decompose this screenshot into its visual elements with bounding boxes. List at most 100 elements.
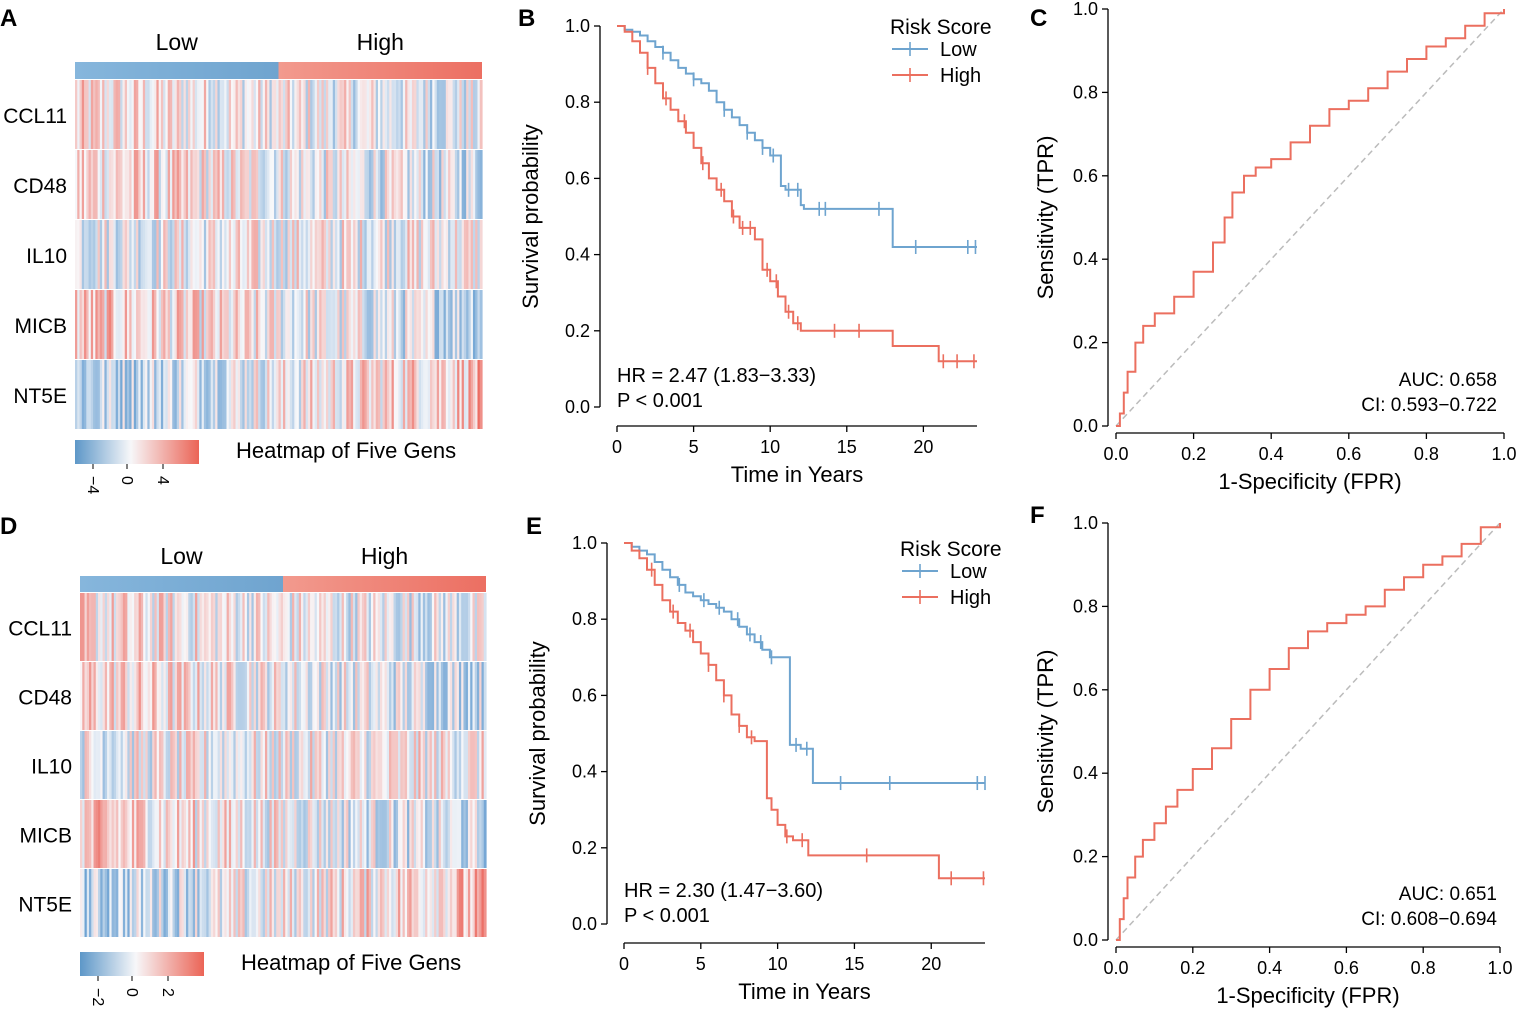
heatmap-cell bbox=[314, 290, 318, 359]
heatmap-cell bbox=[246, 220, 250, 289]
heatmap-cell bbox=[82, 593, 86, 661]
heatmap-cell bbox=[226, 150, 230, 219]
heatmap-cell bbox=[170, 869, 174, 937]
heatmap-cell bbox=[217, 662, 221, 730]
heatmap-cell bbox=[212, 150, 216, 219]
heatmap-cell bbox=[332, 731, 336, 799]
heatmap-cell bbox=[429, 150, 433, 219]
heatmap-cell bbox=[337, 731, 340, 799]
heatmap-cell bbox=[328, 150, 332, 219]
heatmap-cell bbox=[440, 593, 444, 661]
heatmap-cell bbox=[292, 80, 295, 149]
heatmap-cell bbox=[231, 731, 234, 799]
heatmap-cell bbox=[373, 220, 377, 289]
heatmap-cell bbox=[434, 220, 438, 289]
heatmap-cell bbox=[434, 290, 438, 359]
heatmap-cell bbox=[475, 80, 479, 149]
legend-label-high: High bbox=[940, 65, 981, 87]
heatmap-cell bbox=[481, 800, 485, 868]
heatmap-cell bbox=[404, 731, 408, 799]
heatmap-cell bbox=[169, 220, 173, 289]
heatmap-cell bbox=[452, 220, 456, 289]
heatmap-cell bbox=[307, 150, 311, 219]
heatmap-cell bbox=[84, 731, 88, 799]
heatmap-cell bbox=[120, 731, 124, 799]
heatmap-cell bbox=[348, 869, 352, 937]
heatmap-cell bbox=[321, 662, 325, 730]
heatmap-cell bbox=[434, 360, 438, 429]
heatmap-cell bbox=[147, 800, 151, 868]
heatmap-cell bbox=[156, 800, 160, 868]
heatmap-cell bbox=[319, 800, 322, 868]
heatmap-cell bbox=[206, 869, 210, 937]
heatmap-cell bbox=[172, 80, 176, 149]
heatmap-cell bbox=[160, 360, 164, 429]
heatmap-cell bbox=[440, 731, 444, 799]
heatmap-cell bbox=[359, 593, 363, 661]
heatmap-cell bbox=[380, 360, 384, 429]
heatmap-cell bbox=[86, 220, 90, 289]
heatmap-cell bbox=[467, 731, 471, 799]
heatmap-cell bbox=[104, 80, 108, 149]
heatmap-cell bbox=[344, 220, 347, 289]
heatmap-cell bbox=[255, 360, 259, 429]
heatmap-cell bbox=[176, 80, 180, 149]
heatmap-cell bbox=[253, 869, 257, 937]
heatmap-cell bbox=[346, 360, 350, 429]
heatmap-cell bbox=[346, 731, 350, 799]
heatmap-cell bbox=[314, 731, 318, 799]
heatmap-cell bbox=[400, 662, 404, 730]
heatmap-cell bbox=[147, 593, 151, 661]
heatmap-cell bbox=[235, 150, 239, 219]
heatmap-cell bbox=[398, 290, 402, 359]
heatmap-cell bbox=[194, 150, 198, 219]
heatmap-cell bbox=[359, 220, 363, 289]
heatmap-cell bbox=[192, 80, 196, 149]
heatmap-cell bbox=[289, 869, 293, 937]
heatmap-cell bbox=[393, 593, 397, 661]
heatmap-cell bbox=[364, 150, 368, 219]
heatmap-cell bbox=[167, 290, 171, 359]
heatmap-cell bbox=[409, 150, 413, 219]
heatmap-cell bbox=[436, 220, 440, 289]
heatmap-cell bbox=[393, 869, 397, 937]
heatmap-cell bbox=[183, 220, 187, 289]
heatmap-cell bbox=[332, 360, 336, 429]
heatmap-cell bbox=[199, 150, 203, 219]
heatmap-cell bbox=[194, 360, 198, 429]
heatmap-cell bbox=[235, 290, 239, 359]
heatmap-cell bbox=[323, 290, 327, 359]
heatmap-cell bbox=[436, 800, 440, 868]
heatmap-cell bbox=[366, 290, 370, 359]
heatmap-cell bbox=[264, 731, 268, 799]
heatmap-cell bbox=[379, 731, 383, 799]
heatmap-cell bbox=[375, 662, 379, 730]
heatmap-color-legend bbox=[75, 440, 199, 464]
heatmap-cell bbox=[402, 731, 406, 799]
heatmap-cell bbox=[350, 360, 354, 429]
heatmap-cell bbox=[328, 800, 331, 868]
heatmap-cell bbox=[192, 869, 196, 937]
heatmap-cell bbox=[335, 150, 338, 219]
heatmap-cell bbox=[179, 869, 183, 937]
heatmap-cell bbox=[285, 593, 289, 661]
heatmap-cell bbox=[362, 360, 366, 429]
heatmap-cell bbox=[235, 593, 239, 661]
heatmap-cell bbox=[228, 731, 232, 799]
heatmap-cell bbox=[448, 80, 451, 149]
heatmap-cell bbox=[420, 593, 424, 661]
x-tick-label: 0.8 bbox=[1411, 958, 1436, 978]
heatmap-cell bbox=[409, 869, 413, 937]
heatmap-cell bbox=[262, 869, 266, 937]
heatmap-cell bbox=[197, 662, 201, 730]
heatmap-cell bbox=[219, 80, 223, 149]
heatmap-cell bbox=[86, 800, 90, 868]
heatmap-cell bbox=[409, 593, 413, 661]
heatmap-cell bbox=[231, 800, 234, 868]
heatmap-cell bbox=[122, 593, 126, 661]
heatmap-cell bbox=[115, 150, 119, 219]
x-tick-label: 0 bbox=[612, 437, 622, 457]
heatmap-cell bbox=[353, 290, 356, 359]
heatmap-cell bbox=[341, 150, 345, 219]
heatmap-cell bbox=[461, 593, 465, 661]
